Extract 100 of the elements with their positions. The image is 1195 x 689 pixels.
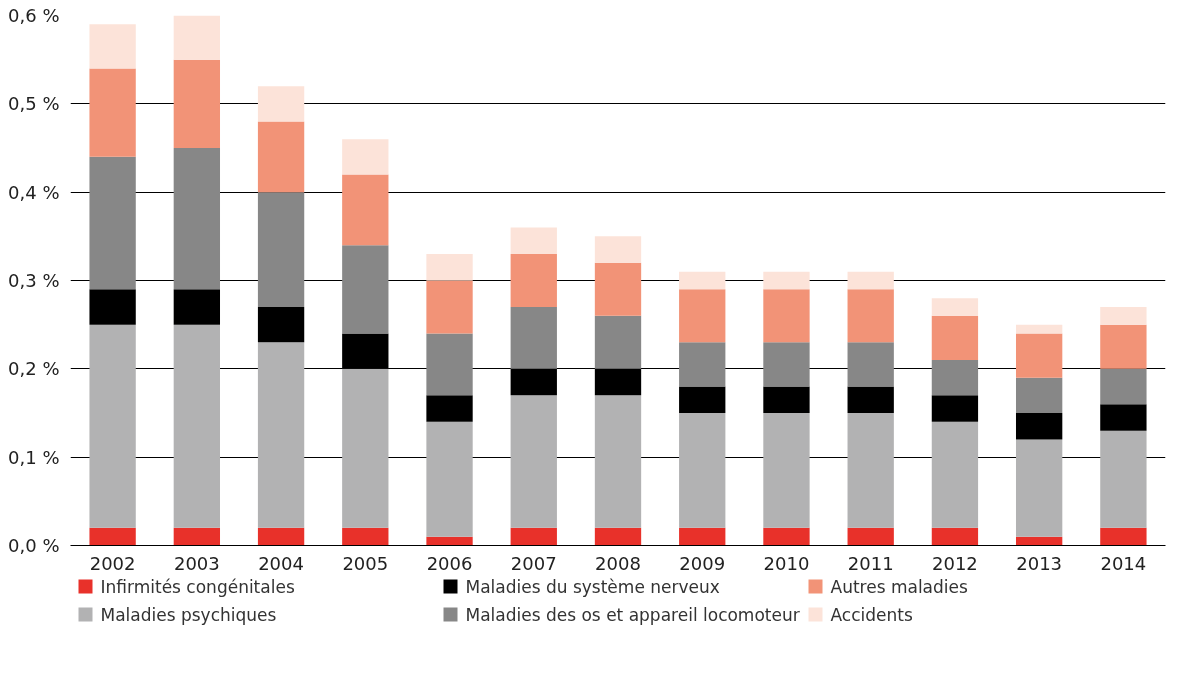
bar xyxy=(1015,536,1063,546)
bar xyxy=(931,360,979,396)
bar xyxy=(847,413,894,528)
x-tick-label: 2005 xyxy=(342,552,389,574)
bar xyxy=(426,536,473,546)
bar xyxy=(173,148,221,290)
bar xyxy=(173,59,221,148)
bar xyxy=(173,324,221,528)
bar xyxy=(426,254,473,281)
bar xyxy=(257,342,305,528)
bar xyxy=(89,68,136,157)
bar xyxy=(763,271,810,290)
legend-label: Accidents xyxy=(830,604,913,625)
bar xyxy=(763,289,810,343)
x-tick-label: 2003 xyxy=(173,552,220,574)
bar xyxy=(679,342,726,387)
x-tick-label: 2013 xyxy=(1016,552,1063,574)
bar xyxy=(342,368,389,528)
x-tick-label: 2012 xyxy=(932,552,978,574)
bar xyxy=(257,86,305,122)
bar xyxy=(342,333,389,369)
bar xyxy=(1015,439,1063,537)
bar xyxy=(679,413,726,528)
x-tick-label: 2004 xyxy=(258,552,304,574)
bar xyxy=(342,174,389,246)
x-tick-label: 2014 xyxy=(1100,552,1147,574)
bar xyxy=(763,413,810,528)
bar xyxy=(679,527,726,546)
bar xyxy=(510,254,557,307)
bar xyxy=(510,527,557,546)
bar xyxy=(931,395,979,422)
y-tick-label: 0,2 % xyxy=(8,358,60,380)
x-tick-label: 2009 xyxy=(679,552,726,574)
bar xyxy=(1100,368,1147,405)
legend-label: Maladies psychiques xyxy=(100,604,277,625)
bar xyxy=(847,342,894,387)
bar xyxy=(763,386,810,413)
bar xyxy=(931,421,979,528)
bar xyxy=(1015,324,1063,334)
legend-label: Maladies des os et appareil locomoteur xyxy=(465,604,800,625)
x-tick-label: 2011 xyxy=(847,552,894,574)
bar xyxy=(1015,377,1063,413)
legend-label: Infirmités congénitales xyxy=(100,576,295,597)
x-tick-label: 2007 xyxy=(510,552,557,574)
bar xyxy=(763,342,810,387)
bar xyxy=(342,245,389,334)
legend-label: Maladies du système nerveux xyxy=(465,576,720,597)
bar xyxy=(1100,404,1147,431)
y-tick-label: 0,0 % xyxy=(8,535,60,556)
bar xyxy=(931,315,979,360)
bar xyxy=(89,324,136,528)
bar xyxy=(426,421,473,537)
bar xyxy=(1100,307,1147,325)
bar xyxy=(257,307,305,343)
bar xyxy=(847,527,894,546)
bar xyxy=(931,298,979,316)
bar xyxy=(426,395,473,422)
bar xyxy=(510,307,557,369)
bar xyxy=(342,139,389,175)
bar xyxy=(679,271,726,290)
bar xyxy=(679,386,726,413)
bar xyxy=(847,289,894,343)
x-tick-label: 2010 xyxy=(763,552,810,574)
bar xyxy=(1100,430,1147,528)
bar xyxy=(89,289,136,325)
legend-label: Autres maladies xyxy=(830,576,968,597)
x-tick-label: 2006 xyxy=(426,552,473,574)
bar xyxy=(510,227,557,254)
bar xyxy=(594,315,642,369)
bar xyxy=(594,368,642,396)
bar xyxy=(89,527,136,546)
bar xyxy=(1015,413,1063,440)
bar xyxy=(257,527,305,546)
bar xyxy=(847,386,894,413)
y-tick-label: 0,1 % xyxy=(8,446,60,468)
bar xyxy=(257,121,305,193)
bar xyxy=(931,527,979,546)
bar xyxy=(510,368,557,396)
x-tick-label: 2008 xyxy=(595,552,641,574)
bar xyxy=(426,280,473,334)
y-tick-label: 0,6 % xyxy=(8,5,60,26)
y-tick-label: 0,4 % xyxy=(8,181,60,203)
bar xyxy=(342,527,389,546)
bar xyxy=(1100,324,1147,369)
bar xyxy=(173,527,221,546)
bar xyxy=(426,333,473,396)
y-tick-label: 0,3 % xyxy=(8,270,60,291)
bar xyxy=(173,289,221,325)
bar xyxy=(1015,333,1063,378)
x-tick-label: 2002 xyxy=(89,552,136,574)
bar xyxy=(89,156,136,290)
bar xyxy=(1100,527,1147,546)
bar xyxy=(847,271,894,290)
bar xyxy=(257,192,305,307)
bar xyxy=(89,24,136,69)
bar xyxy=(510,395,557,528)
bar xyxy=(679,289,726,343)
bar xyxy=(594,527,642,546)
bar xyxy=(173,15,221,60)
bar xyxy=(594,395,642,528)
